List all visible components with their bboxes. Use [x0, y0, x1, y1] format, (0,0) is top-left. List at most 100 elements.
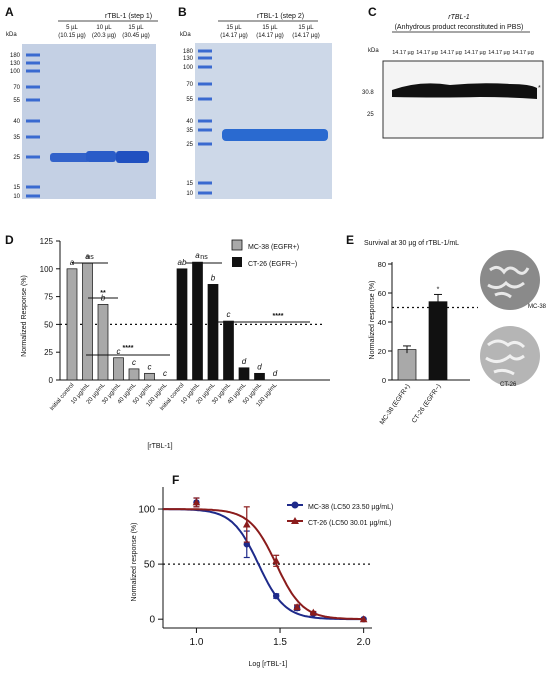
panel-d-bar-ct26-3: [223, 320, 234, 381]
panel-d-yticks: 0 25 50 75 100 125: [40, 237, 60, 385]
panel-f-point-ct26-3: [293, 603, 301, 611]
panel-d-ytick-label-0: 0: [49, 376, 54, 385]
panel-d-4star-ct: ****: [273, 313, 284, 320]
panel-d-legend-mc: MC-38 (EGFR+): [248, 244, 299, 251]
panel-c-label: C: [368, 5, 377, 19]
well-ct26-cells: [485, 339, 526, 376]
panel-e-ytick-label-60: 60: [378, 289, 386, 298]
panel-c-lane-label-1: 14.17 µg: [392, 50, 414, 56]
panel-f-legend-mc-marker: [291, 501, 299, 509]
panel-d-label: D: [5, 233, 14, 247]
panel-d-letter-ct26-6: d: [273, 369, 278, 378]
blot-c-marker-25: 25: [367, 112, 374, 118]
panel-f-ticks: 0 50 100 1.0 1.5 2.0: [138, 505, 371, 648]
panel-d-bar-mc38-3: [113, 357, 124, 381]
panel-d-letter-mc38-4: c: [132, 358, 136, 367]
panel-d-letter-mc38-5: c: [148, 362, 152, 371]
panel-e-title: Survival at 30 µg of rTBL-1/mL: [364, 240, 459, 247]
panel-d: D Normalized Response (%) [rTBL-1] 0 25 50…: [5, 233, 330, 450]
panel-b-lane2-mass: (14.17 µg): [256, 33, 283, 39]
panel-e-xtick-0: MC-38 (EGFR+): [379, 383, 412, 426]
panel-c-lane-label-6: 14.17 µg: [512, 50, 534, 56]
panel-d-ytick-label-50: 50: [44, 320, 53, 329]
panel-d-ylabel: Normalized Response (%): [21, 275, 28, 357]
panel-b-label: B: [178, 5, 187, 19]
panel-f-ytick-label-50: 50: [144, 560, 156, 571]
gel-a-ladder-band-15: [26, 185, 40, 189]
panel-f-legend-ct: CT-26 (LC50 30.01 µg/mL): [308, 520, 391, 527]
panel-d-ytick-label-100: 100: [40, 265, 54, 274]
panel-d-bar-ct26-4: [238, 367, 250, 381]
panel-c-lane-label-4: 14.17 µg: [464, 50, 486, 56]
gel-a-ladder-label-40: 40: [13, 119, 20, 125]
gel-a-ladder-band-70: [26, 85, 40, 89]
panel-a-lane3-mass: (30.45 µg): [122, 33, 149, 39]
gel-b-band: [222, 129, 328, 141]
panel-c-title: rTBL-1: [448, 14, 470, 21]
gel-b-ladder-band-10: [198, 191, 212, 195]
panel-e-image-ct26: CT-26: [480, 326, 540, 388]
panel-d-letter-ct26-3: c: [227, 310, 231, 319]
panel-e-bar-0: [397, 349, 417, 381]
panel-a-title: rTBL-1 (step 1): [105, 13, 152, 20]
panel-d-letter-ct26-4: d: [242, 357, 247, 366]
gel-a-band-3: [116, 151, 149, 163]
panel-d-letter-ct26-0: ab: [178, 258, 187, 267]
panel-c-lane-label-5: 14.17 µg: [488, 50, 510, 56]
panel-d-4star-mc: ****: [123, 345, 134, 352]
panel-b-lane3-vol: 15 µL: [298, 25, 314, 31]
panel-d-bar-ct26-5: [254, 372, 265, 381]
well-ct26-label: CT-26: [500, 382, 517, 388]
panel-e-ytick-label-80: 80: [378, 260, 386, 269]
panel-f-xtick-label-1.5: 1.5: [273, 637, 287, 648]
panel-d-ytick-label-125: 125: [40, 237, 54, 246]
panel-a-lane2-mass: (20.3 µg): [92, 33, 116, 39]
panel-f-point-ct26-0: [192, 498, 201, 506]
gel-b-ladder-band-15: [198, 181, 212, 185]
gel-a-ladder-label-35: 35: [13, 135, 20, 141]
panel-f-xtick-label-2.0: 2.0: [357, 637, 371, 648]
panel-a-kda: kDa: [6, 32, 17, 38]
gel-a-ladder-label-55: 55: [13, 98, 20, 104]
gel-b-ladder-band-55: [198, 97, 212, 101]
panel-d-ytick-label-25: 25: [44, 348, 53, 357]
panel-c-lane-label-2: 14.17 µg: [416, 50, 438, 56]
blot-c-band: [392, 83, 537, 99]
gel-b-ladder-band-180: [198, 49, 212, 53]
gel-a-ladder-band-40: [26, 119, 40, 123]
panel-d-xlabel: [rTBL-1]: [147, 443, 172, 450]
panel-e-yticks: 0 20 40 60 80: [378, 260, 392, 385]
panel-d-bar-mc38-1: [82, 262, 93, 381]
gel-b: [195, 43, 332, 199]
panel-d-xtick-mc38-0: Initial control: [49, 382, 75, 412]
panel-b-lane3-mass: (14.17 µg): [292, 33, 319, 39]
gel-a-ladder-label-130: 130: [10, 61, 21, 67]
panel-d-letter-mc38-0: a: [70, 258, 75, 267]
panel-c-lane-labels: 14.17 µg 14.17 µg 14.17 µg 14.17 µg 14.17 µg…: [392, 50, 534, 56]
panel-c-kda: kDa: [368, 48, 379, 54]
gel-a-ladder: 180 130 100 70 55 40 35 25 15 10: [10, 53, 40, 200]
panel-f-point-ct26-2: [272, 556, 280, 564]
panel-d-bar-ct26-0: [176, 268, 188, 381]
panel-f-ytick-label-100: 100: [138, 505, 155, 516]
panel-e-ytick-label-40: 40: [378, 318, 386, 327]
gel-b-ladder-band-130: [198, 56, 212, 60]
panel-d-letter-mc38-6: c: [163, 369, 167, 378]
panel-e-bar-1: [428, 301, 448, 381]
gel-a-ladder-band-100: [26, 69, 40, 73]
gel-b-ladder-band-100: [198, 65, 212, 69]
panel-a-lane3-vol: 15 µL: [128, 25, 144, 31]
panel-d-letter-ct26-1: a: [195, 251, 200, 260]
panel-b: B rTBL-1 (step 2) 15 µL (14.17 µg) 15 µL…: [178, 5, 332, 199]
blot-c-marker-30: 30.8: [362, 90, 374, 96]
panel-a-lane1-vol: 5 µL: [66, 25, 78, 31]
gel-a-ladder-label-100: 100: [10, 69, 21, 75]
blot-c-asterisk: *: [538, 85, 541, 92]
gel-a-ladder-label-25: 25: [13, 155, 20, 161]
gel-b-ladder-label-40: 40: [186, 119, 193, 125]
panel-e-label: E: [346, 233, 354, 247]
gel-b-ladder-label-70: 70: [186, 82, 193, 88]
gel-b-ladder-label-55: 55: [186, 97, 193, 103]
